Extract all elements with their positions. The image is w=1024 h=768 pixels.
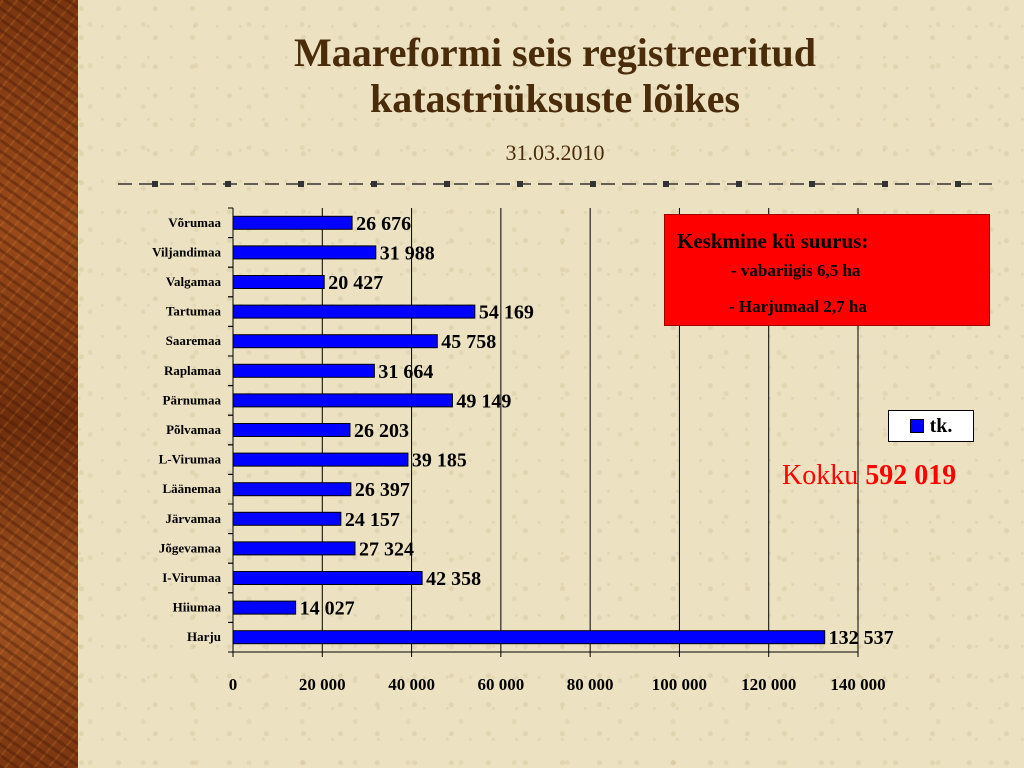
value-label: 54 169 — [479, 302, 534, 324]
divider-dot — [663, 181, 669, 187]
value-label: 132 537 — [829, 627, 894, 649]
category-label: Jõgevamaa — [159, 540, 222, 555]
bar-Jõgevamaa — [232, 541, 356, 556]
value-label: 31 988 — [380, 242, 435, 264]
legend-label: tk. — [929, 414, 953, 437]
value-label: 45 758 — [441, 331, 496, 353]
chart-tick-labels: 0 20 000 40 000 60 000 80 000 100 000 120 000 1… — [229, 652, 886, 694]
divider-dot — [152, 181, 158, 187]
chart-bars — [232, 215, 826, 645]
info-box-title: Keskmine kü suurus: — [677, 229, 869, 253]
bar-Läänemaa — [232, 482, 352, 497]
category-label: Pärnumaa — [163, 392, 222, 407]
bar-I-Virumaa — [232, 571, 423, 585]
divider-dot — [371, 181, 377, 187]
category-label: Harju — [187, 629, 221, 644]
bar-Raplamaa — [232, 363, 375, 378]
bar-Hiiumaa — [232, 600, 297, 615]
divider-dot — [736, 181, 742, 187]
x-tick-label: 140 000 — [830, 675, 885, 694]
value-label: 24 157 — [345, 509, 400, 531]
category-label: Saaremaa — [166, 333, 222, 348]
slide-title: Maareformi seis registreeritud katastriü… — [150, 30, 960, 122]
category-label: Järvamaa — [165, 511, 221, 526]
value-label: 27 324 — [359, 538, 414, 560]
title-line-1: Maareformi seis registreeritud — [293, 30, 817, 75]
divider-dot — [809, 181, 815, 187]
bar-Valgamaa — [232, 275, 325, 289]
divider-dot — [298, 181, 304, 187]
value-label: 49 149 — [456, 390, 511, 412]
value-label: 42 358 — [426, 568, 481, 590]
category-label: Raplamaa — [164, 363, 222, 378]
category-label: Hiiumaa — [173, 600, 222, 615]
total-summary: Kokku 592 019 — [782, 460, 956, 492]
info-box-line-national: - vabariigis 6,5 ha — [731, 261, 861, 280]
x-tick-label: 60 000 — [477, 675, 524, 694]
bar-Järvamaa — [232, 511, 342, 526]
category-label: Võrumaa — [168, 215, 221, 230]
chart-value-labels: 26 676 31 988 20 427 54 169 45 758 31 664 49 1… — [300, 213, 894, 649]
average-size-box: Keskmine kü suurus: - vabariigis 6,5 ha … — [664, 214, 990, 326]
divider-dot — [444, 181, 450, 187]
bar-Tartumaa — [232, 304, 476, 319]
divider-dot — [590, 181, 596, 187]
bar-Põlvamaa — [232, 423, 351, 437]
dashed-divider — [118, 181, 992, 187]
value-label: 14 027 — [300, 598, 355, 620]
x-tick-label: 20 000 — [299, 675, 346, 694]
category-label: Läänemaa — [163, 481, 222, 496]
value-label: 26 676 — [356, 213, 411, 235]
title-line-2: katastriüksuste lõikes — [369, 76, 741, 121]
category-label: Viljandimaa — [152, 244, 221, 259]
chart-category-labels: Võrumaa Viljandimaa Valgamaa Tartumaa Saarem… — [152, 207, 233, 653]
category-label: L-Virumaa — [159, 452, 222, 467]
total-label: Kokku — [782, 460, 859, 491]
value-label: 31 664 — [378, 361, 433, 383]
x-tick-label: 0 — [229, 675, 238, 694]
value-label: 39 185 — [412, 450, 467, 472]
x-tick-label: 100 000 — [652, 675, 707, 694]
bar-Viljandimaa — [232, 245, 377, 260]
bar-Võrumaa — [232, 215, 353, 230]
x-tick-label: 40 000 — [388, 675, 435, 694]
value-label: 26 203 — [354, 420, 409, 442]
bar-Pärnumaa — [232, 393, 453, 408]
value-label: 20 427 — [328, 272, 383, 294]
category-label: Põlvamaa — [166, 422, 221, 437]
value-label: 26 397 — [355, 479, 410, 501]
divider-dot — [517, 181, 523, 187]
category-label: Valgamaa — [166, 274, 222, 289]
info-box-line-harju: - Harjumaal 2,7 ha — [729, 297, 867, 316]
category-label: Tartumaa — [166, 304, 222, 319]
bar-Harju — [232, 630, 826, 645]
x-tick-label: 80 000 — [567, 675, 614, 694]
category-label: I-Virumaa — [162, 570, 221, 585]
divider-dot — [225, 181, 231, 187]
chart-legend: tk. — [888, 410, 974, 442]
divider-dot — [882, 181, 888, 187]
legend-swatch — [909, 419, 924, 433]
bar-L-Virumaa — [232, 452, 409, 467]
total-value: 592 019 — [865, 460, 957, 491]
decorative-side-strip — [0, 0, 78, 768]
slide-date: 31.03.2010 — [505, 140, 605, 165]
x-tick-label: 120 000 — [741, 675, 796, 694]
bar-Saaremaa — [232, 334, 438, 349]
divider-dot — [955, 181, 961, 187]
